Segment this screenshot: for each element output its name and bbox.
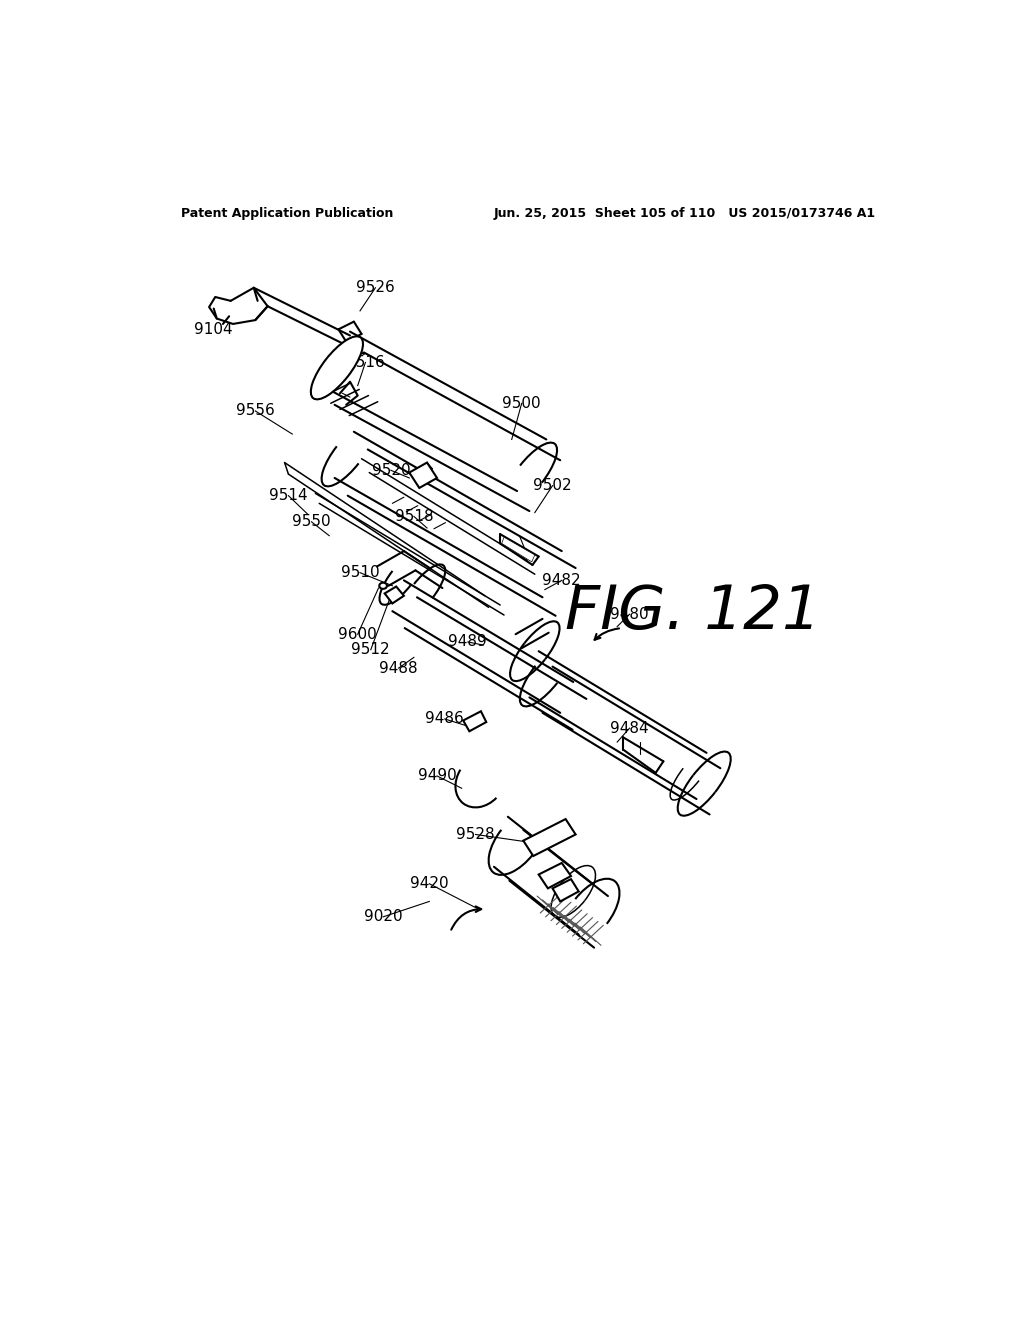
Text: 9516: 9516 — [346, 355, 385, 370]
Text: 9420: 9420 — [410, 876, 449, 891]
Polygon shape — [410, 462, 437, 488]
Text: 9489: 9489 — [449, 635, 487, 649]
Text: 9502: 9502 — [534, 478, 571, 494]
Text: 9488: 9488 — [379, 660, 418, 676]
Text: 9104: 9104 — [195, 322, 233, 337]
Text: 9500: 9500 — [503, 396, 541, 411]
Polygon shape — [502, 537, 535, 562]
Text: 9486: 9486 — [425, 711, 464, 726]
Polygon shape — [385, 586, 403, 603]
Text: 9520: 9520 — [372, 463, 411, 478]
Polygon shape — [523, 818, 575, 857]
Text: 9514: 9514 — [269, 488, 308, 503]
Text: 9490: 9490 — [418, 768, 457, 784]
Text: 9528: 9528 — [457, 826, 495, 842]
Polygon shape — [553, 879, 579, 902]
Text: Jun. 25, 2015  Sheet 105 of 110   US 2015/0173746 A1: Jun. 25, 2015 Sheet 105 of 110 US 2015/0… — [494, 207, 876, 220]
Text: 9518: 9518 — [394, 510, 433, 524]
Polygon shape — [463, 711, 486, 731]
Ellipse shape — [311, 337, 364, 400]
Text: Patent Application Publication: Patent Application Publication — [180, 207, 393, 220]
Text: 9512: 9512 — [351, 642, 390, 657]
Polygon shape — [539, 863, 571, 888]
Text: 9550: 9550 — [292, 515, 331, 529]
Text: 9020: 9020 — [364, 909, 402, 924]
Text: 9484: 9484 — [610, 721, 649, 735]
Text: 9526: 9526 — [356, 280, 395, 296]
Text: 9600: 9600 — [338, 627, 377, 642]
Text: 9510: 9510 — [341, 565, 379, 581]
Text: 9480: 9480 — [610, 607, 649, 622]
Text: FIG. 121: FIG. 121 — [564, 583, 820, 643]
Text: 9556: 9556 — [236, 404, 274, 418]
Text: 9482: 9482 — [543, 573, 581, 587]
Ellipse shape — [379, 582, 387, 589]
